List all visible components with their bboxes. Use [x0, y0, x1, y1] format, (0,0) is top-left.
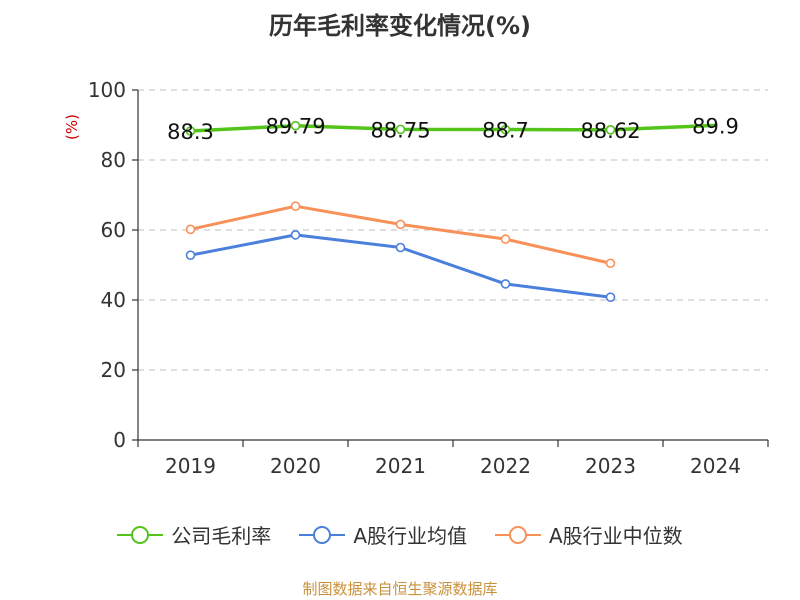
legend-item-company[interactable]: 公司毛利率: [117, 520, 271, 549]
legend-label: 公司毛利率: [171, 524, 272, 548]
x-tick-label: 2020: [270, 454, 321, 478]
data-labels: 88.3 89.79 88.75 88.7 88.62 89.9: [167, 114, 739, 144]
legend: 公司毛利率 A股行业均值 A股行业中位数: [0, 520, 800, 549]
data-label: 88.75: [370, 118, 430, 142]
y-tick-labels: 0 20 40 60 80 100: [88, 78, 126, 452]
legend-label: A股行业均值: [353, 524, 467, 548]
legend-item-industry-mean[interactable]: A股行业均值: [299, 520, 467, 549]
chart-title: 历年毛利率变化情况(%): [269, 12, 531, 40]
x-tick-labels: 2019 2020 2021 2022 2023 2024: [165, 454, 741, 478]
data-point: [185, 126, 196, 136]
legend-marker-icon: [117, 525, 164, 544]
data-point: [395, 242, 406, 253]
data-label: 89.79: [265, 115, 325, 139]
x-tick-label: 2024: [690, 454, 741, 478]
data-label: 89.9: [692, 114, 739, 138]
y-tick-label: 0: [113, 428, 126, 452]
data-point: [500, 124, 511, 135]
data-point: [605, 125, 616, 135]
data-point: [500, 234, 511, 244]
data-label: 88.62: [580, 119, 640, 143]
x-tick-label: 2022: [480, 454, 531, 478]
series-line: [189, 204, 612, 265]
data-point: [185, 224, 196, 235]
grid-lines: [138, 89, 768, 371]
legend-item-industry-median[interactable]: A股行业中位数: [495, 520, 683, 549]
series-lines: [185, 120, 718, 303]
x-tick-label: 2023: [585, 454, 636, 478]
y-tick-label: 40: [101, 288, 126, 312]
series-line: [188, 123, 718, 133]
data-point: [605, 292, 616, 303]
y-tick-label: 60: [101, 218, 126, 242]
y-axis-label: (%): [63, 114, 81, 140]
x-tick-label: 2019: [165, 454, 216, 478]
x-tick-label: 2021: [375, 454, 426, 478]
data-point: [605, 258, 616, 269]
y-tick-label: 20: [101, 358, 126, 382]
y-tick-label: 80: [101, 148, 126, 172]
legend-marker-icon: [495, 525, 541, 544]
data-point: [500, 279, 511, 289]
data-point: [290, 201, 301, 211]
data-point: [290, 120, 301, 131]
axes: [132, 89, 769, 447]
data-point: [185, 250, 196, 260]
legend-marker-icon: [299, 525, 346, 544]
y-tick-label: 100: [88, 78, 126, 102]
data-label: 88.7: [482, 119, 529, 143]
data-point: [395, 219, 406, 230]
data-label: 88.3: [167, 120, 214, 144]
legend-label: A股行业中位数: [549, 524, 683, 548]
source-note: 制图数据来自恒生聚源数据库: [302, 580, 498, 598]
data-point: [395, 124, 406, 135]
data-point: [290, 230, 301, 240]
